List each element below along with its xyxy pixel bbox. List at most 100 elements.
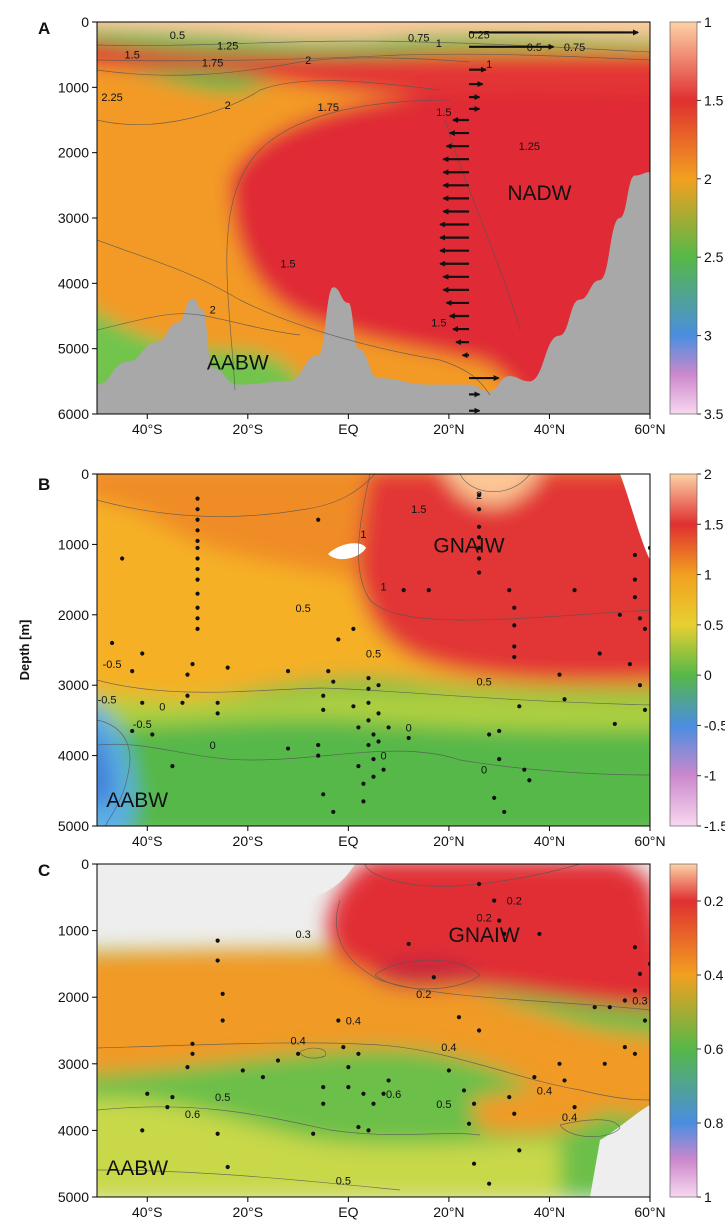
panel-c-station-point <box>220 991 225 996</box>
panel-b-y-tick-label: 5000 <box>58 818 89 834</box>
panel-c-colorbar-tick-label: 0.4 <box>704 967 724 983</box>
panel-c-y-tick-label: 3000 <box>58 1056 89 1072</box>
panel-b-station-point <box>321 707 326 712</box>
panel-a-y-axis: 0 1000 2000 3000 4000 5000 6000 <box>58 14 97 422</box>
panel-c-field <box>97 864 650 1197</box>
panel-b-station-point <box>336 637 341 642</box>
panel-a-field <box>97 22 650 414</box>
panel-c-orange <box>97 950 650 1119</box>
panel-c-station-point <box>476 881 482 887</box>
panel-b-station-point <box>195 556 200 561</box>
panel-c-station-point <box>386 1078 391 1083</box>
panel-b-station-point <box>371 757 376 762</box>
panel-b-y-axis-title: Depth [m] <box>17 620 32 681</box>
panel-c-station-point <box>471 1101 477 1106</box>
panel-b-x-tick-label: 40°S <box>132 833 163 849</box>
panel-b-white-corner <box>620 474 650 560</box>
panel-b-station-point <box>376 683 381 688</box>
panel-c-station-point <box>562 1078 567 1083</box>
panel-a-contour-label: 1.5 <box>125 50 140 62</box>
panel-b-contour-labels: 1.5 2 1 1 0.5 0.5 0.5 -0.5 -0.5 -0.5 0 0 0 0 0 <box>98 490 492 777</box>
panel-b-y-tick-label: 2000 <box>58 607 89 623</box>
panel-a-contour-label: 1.25 <box>217 41 238 53</box>
panel-b-station-point <box>366 718 371 723</box>
panel-b-station-point <box>476 556 482 561</box>
panel-b-contour-label: 0 <box>210 740 216 752</box>
panel-c-station-point <box>647 961 650 966</box>
panel-b-colorbar-tick-label: 0.5 <box>704 617 724 633</box>
panel-b-contour-label: 1.5 <box>411 504 426 516</box>
panel-b-station-point <box>637 683 643 688</box>
panel-b-station-point <box>647 545 650 551</box>
panel-c-station-point <box>622 998 627 1003</box>
panel-c-station-point <box>341 1045 346 1050</box>
panel-c-contour-label: 0.4 <box>441 1042 456 1054</box>
panel-a-x-axis: 40°S 20°S EQ 20°N 40°N 60°N <box>132 414 666 437</box>
panel-a-colorbar-tick-label: 1.5 <box>704 92 724 108</box>
panel-b-station-point <box>612 721 617 727</box>
panel-b-colorbar-tick-label: -1.5 <box>704 818 725 834</box>
panel-a-x-tick-label: 60°N <box>634 421 665 437</box>
panel-a-upper-red <box>97 42 650 95</box>
panel-b-station-point <box>331 679 336 684</box>
panel-c-station-point <box>215 1131 220 1136</box>
panel-b-station-point <box>150 732 155 737</box>
panel-c-station-point <box>190 1051 195 1056</box>
panel-c-x-tick-label: 60°N <box>634 1204 665 1220</box>
panel-a-contour-label: 1 <box>486 59 492 71</box>
panel-c-station-point <box>592 1005 597 1010</box>
panel-a-colorbar-ticks: 1 1.5 2 2.5 3 3.5 <box>697 14 724 422</box>
panel-b-greenyellow <box>97 690 650 730</box>
panel-c: 0.20.20.30.20.30.40.40.40.40.40.50.60.60… <box>38 856 724 1220</box>
panel-b-station-point <box>316 753 321 758</box>
panel-c-station-point <box>295 1051 301 1056</box>
panel-a-bathymetry <box>97 172 650 414</box>
panel-c-y-axis: 0 1000 2000 3000 4000 5000 <box>58 856 97 1205</box>
panel-c-station-point <box>557 1061 562 1066</box>
panel-a-contour-label: 1.25 <box>519 141 540 153</box>
panel-c-station-point <box>336 1018 341 1023</box>
panel-c-x-axis: 40°S 20°S EQ 20°N 40°N 60°N <box>132 1197 666 1220</box>
panel-c-station-point <box>140 1128 145 1133</box>
panel-a-contour-label: 1.5 <box>431 318 446 330</box>
panel-b-station-point <box>351 704 356 709</box>
panel-b-station-point <box>351 626 356 631</box>
panel-a-y-tick-label: 2000 <box>58 145 89 161</box>
panel-b-station-point <box>632 577 638 582</box>
panel-c-white-bottom-right <box>590 1105 650 1197</box>
panel-b-station-point <box>195 616 200 621</box>
panel-b-colorbar-tick-label: 2 <box>704 466 712 482</box>
panel-c-y-tick-label: 2000 <box>58 989 89 1005</box>
panel-b-white-patch <box>328 543 366 560</box>
panel-c-station-point <box>366 1128 371 1133</box>
panel-b-station-point <box>195 591 200 596</box>
panel-c-y-tick-label: 0 <box>81 856 89 872</box>
panel-b-station-point <box>371 774 376 779</box>
panel-c-contour-label: 0.4 <box>537 1085 552 1097</box>
panel-a-y-tick-label: 4000 <box>58 275 89 291</box>
panel-c-contour-label: 0.4 <box>562 1112 577 1124</box>
panel-b-station-point <box>316 517 321 522</box>
panel-c-water-mass-label: AABW <box>106 1157 168 1180</box>
panel-b-contour-label: 0.5 <box>476 677 491 689</box>
panel-a-y-tick-label: 0 <box>81 14 89 30</box>
panel-b-label: B <box>38 475 50 494</box>
panel-b-contour-label: 0 <box>481 765 487 777</box>
panel-c-contour-label: 0.5 <box>336 1175 351 1187</box>
panel-c-y-tick-label: 5000 <box>58 1189 89 1205</box>
panel-a-colorbar <box>669 21 698 415</box>
panel-a-colorbar-tick-label: 2.5 <box>704 249 724 265</box>
panel-c-station-point <box>406 941 411 947</box>
panel-b-station-point <box>356 725 361 730</box>
panel-c-station-point <box>165 1104 170 1110</box>
panel-b-x-tick-label: 20°S <box>233 833 264 849</box>
panel-c-station-point <box>321 1101 326 1106</box>
panel-b-station-point <box>120 556 125 561</box>
panel-b-station-point <box>109 640 115 646</box>
panel-b-contour-label: 0 <box>159 701 165 713</box>
panel-b-station-point <box>195 577 200 582</box>
panel-c-station-point <box>431 975 436 980</box>
panel-b-station-point <box>356 764 361 769</box>
panel-c-station-point <box>517 1148 522 1153</box>
panel-b-y-tick-label: 0 <box>81 466 89 482</box>
